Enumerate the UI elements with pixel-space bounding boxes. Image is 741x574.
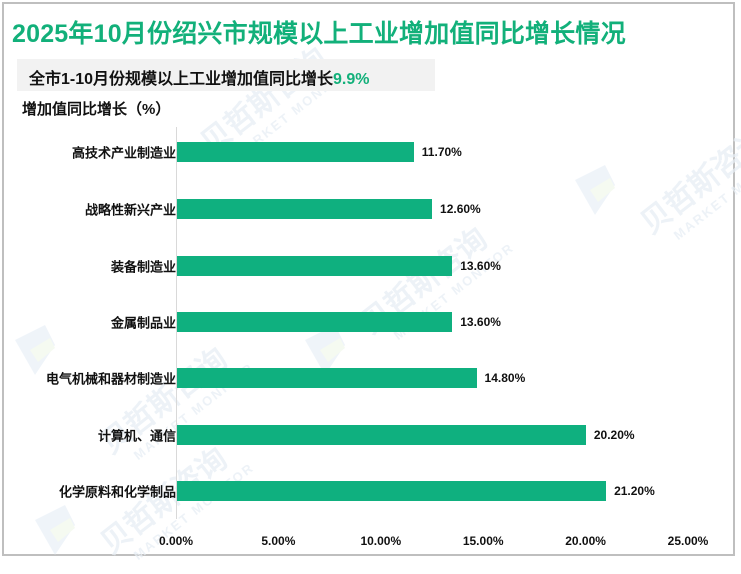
y-axis-title: 增加值同比增长（%）	[22, 101, 171, 118]
chart-title: 2025年10月份绍兴市规模以上工业增加值同比增长情况	[12, 20, 626, 48]
category-label: 化学原料和化学制品	[58, 484, 176, 500]
data-label: 13.60%	[460, 259, 501, 273]
data-label: 11.70%	[421, 145, 462, 159]
x-tick-label: 0.00%	[158, 534, 194, 548]
bar	[177, 425, 586, 445]
x-tick-label: 25.00%	[667, 534, 709, 548]
category-label: 金属制品业	[110, 315, 176, 331]
subtitle-highlight: 9.9%	[333, 71, 370, 88]
x-tick-label: 10.00%	[360, 534, 402, 548]
subtitle-text: 全市1-10月份规模以上工业增加值同比增长	[29, 71, 334, 88]
bar	[177, 199, 433, 219]
data-label: 20.20%	[593, 428, 635, 442]
category-label: 战略性新兴产业	[84, 202, 176, 218]
category-label: 装备制造业	[110, 259, 176, 275]
x-tick-label: 5.00%	[261, 534, 296, 548]
subtitle-box: 全市1-10月份规模以上工业增加值同比增长9.9%	[17, 59, 435, 91]
bar	[177, 481, 607, 501]
bar	[177, 142, 414, 162]
data-label: 12.60%	[440, 202, 481, 216]
y-axis-line	[176, 127, 177, 519]
category-label: 高技术产业制造业	[71, 145, 176, 161]
chart-frame	[2, 2, 735, 556]
x-tick-label: 15.00%	[462, 534, 504, 548]
category-label: 电气机械和器材制造业	[45, 371, 176, 387]
data-label: 14.80%	[484, 371, 526, 385]
bar	[177, 368, 477, 388]
bar	[177, 312, 453, 332]
x-tick-label: 20.00%	[565, 534, 606, 548]
subtitle: 全市1-10月份规模以上工业增加值同比增长9.9%	[29, 65, 370, 89]
data-label: 13.60%	[460, 315, 501, 329]
bar	[177, 256, 453, 276]
data-label: 21.20%	[614, 484, 655, 498]
category-label: 计算机、通信	[97, 428, 176, 444]
